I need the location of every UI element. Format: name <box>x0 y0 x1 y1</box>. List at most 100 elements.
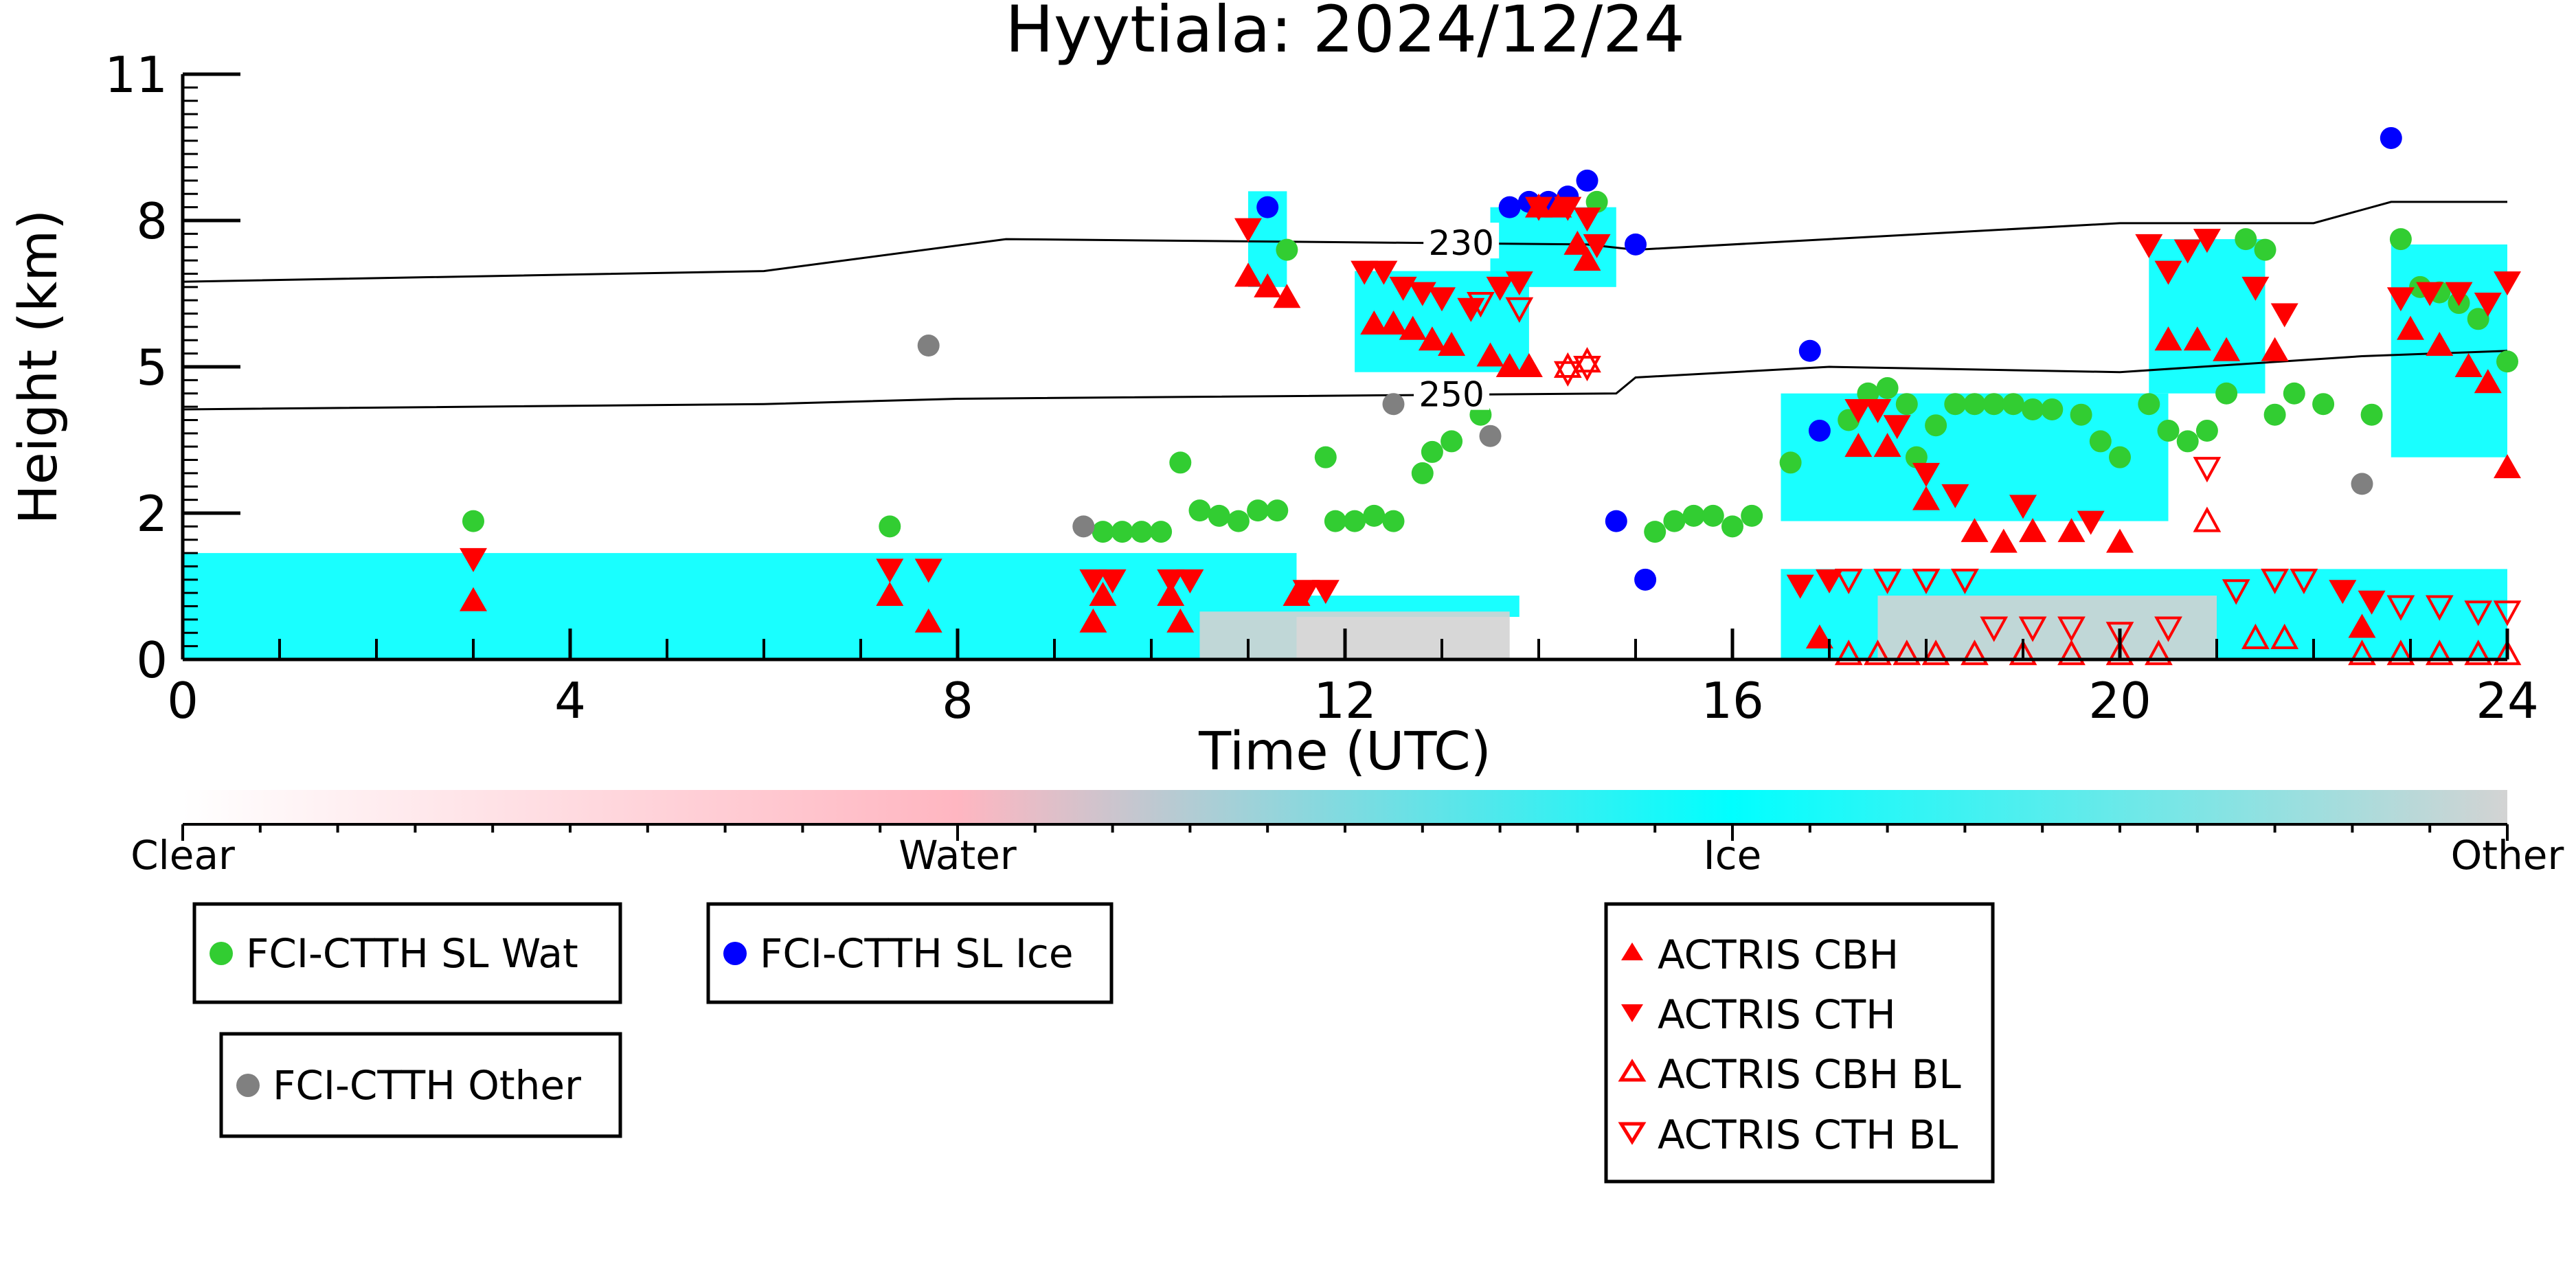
point-actris-cth-bl-0 <box>1467 292 1495 318</box>
point-fci-ctth-sl-wat-16 <box>1363 504 1386 527</box>
point-fci-ctth-sl-wat-8 <box>1208 504 1230 527</box>
point-actris-cbh-15 <box>1438 332 1466 357</box>
legend-marker-triangle-up-open <box>1618 1059 1647 1082</box>
point-fci-ctth-other-0 <box>917 335 940 357</box>
point-actris-cbh-28 <box>1989 528 2018 553</box>
point-fci-ctth-sl-wat-38 <box>1963 393 1986 416</box>
point-actris-cbh-bl-8 <box>2057 640 2086 666</box>
point-actris-cth-9 <box>1311 580 1340 605</box>
point-fci-ctth-sl-wat-11 <box>1266 499 1289 522</box>
legend-fci-other: FCI-CTTH Other <box>219 1032 622 1138</box>
legend-label-cbh: ACTRIS CBH <box>1658 931 1899 978</box>
cloud-region-other-10 <box>1877 596 2217 659</box>
point-actris-cbh-7 <box>1234 262 1262 287</box>
point-fci-ctth-other-3 <box>1479 425 1502 447</box>
point-actris-cbh-40 <box>2474 369 2502 394</box>
point-fci-ctth-sl-ice-1 <box>1498 196 1521 218</box>
point-actris-cbh-bl-5 <box>1921 640 1950 666</box>
legend-marker-triangle-down <box>1621 1004 1643 1022</box>
point-fci-ctth-sl-wat-10 <box>1247 499 1269 522</box>
point-fci-ctth-sl-ice-10 <box>1808 419 1831 442</box>
point-actris-cbh-bl-2 <box>1834 640 1863 666</box>
point-fci-ctth-sl-wat-7 <box>1188 499 1211 522</box>
point-actris-cth-bl-19 <box>2464 600 2493 626</box>
point-fci-ctth-sl-wat-20 <box>1440 430 1463 453</box>
point-actris-cbh-bl-0 <box>1553 352 1582 378</box>
point-fci-ctth-sl-wat-62 <box>2496 350 2518 373</box>
point-fci-ctth-sl-wat-14 <box>1324 510 1346 532</box>
x-axis-label: Time (UTC) <box>1198 721 1491 782</box>
contour-line-250 <box>183 350 2507 411</box>
contour-label-bg <box>1414 374 1490 410</box>
point-actris-cth-bl-13 <box>2193 457 2222 483</box>
point-actris-cth-bl-20 <box>2493 600 2522 626</box>
legend-marker-green-circle <box>210 942 233 965</box>
point-actris-cth-30 <box>2077 510 2105 535</box>
y-axis-label: Height (km) <box>8 210 69 525</box>
point-actris-cbh-bl-13 <box>2270 623 2299 650</box>
point-actris-cbh-33 <box>2183 326 2211 351</box>
point-actris-cth-39 <box>2386 287 2415 312</box>
x-tick-label: 8 <box>942 672 973 730</box>
point-actris-cth-28 <box>1941 484 1969 508</box>
point-fci-ctth-sl-ice-6 <box>1605 510 1627 532</box>
colorbar-label-clear: Clear <box>131 832 235 879</box>
point-actris-cbh-bl-9 <box>2105 640 2134 666</box>
colorbar: Clear Water Ice Other <box>131 790 2564 879</box>
point-actris-cbh-bl-18 <box>2493 640 2522 666</box>
x-tick-label: 20 <box>2088 672 2151 730</box>
point-fci-ctth-sl-ice-5 <box>1576 169 1598 192</box>
point-fci-ctth-sl-wat-41 <box>2022 398 2044 420</box>
point-actris-cbh-5 <box>1157 582 1185 607</box>
point-fci-ctth-sl-wat-42 <box>2041 398 2064 420</box>
point-actris-cbh-37 <box>2397 315 2424 340</box>
point-actris-cth-22 <box>1786 574 1814 599</box>
point-actris-cbh-17 <box>1495 353 1524 377</box>
point-actris-cbh-1 <box>876 582 904 607</box>
cloud-region-ice-0 <box>183 553 1297 659</box>
point-fci-ctth-sl-wat-49 <box>2195 419 2218 442</box>
point-actris-cbh-bl-12 <box>2241 623 2270 650</box>
legend-label-fci-ice: FCI-CTTH SL Ice <box>760 930 1074 977</box>
legend-marker-triangle-up <box>1621 942 1643 960</box>
point-actris-cbh-34 <box>2213 337 2241 361</box>
point-fci-ctth-sl-wat-18 <box>1411 462 1434 484</box>
point-fci-ctth-sl-wat-13 <box>1314 446 1337 468</box>
x-tick-label: 12 <box>1313 672 1377 730</box>
point-actris-cbh-2 <box>914 608 942 633</box>
x-ticks: 0 4 8 12 16 20 24 <box>167 629 2539 730</box>
point-actris-cbh-4 <box>1089 582 1117 607</box>
y-tick-label: 5 <box>136 339 168 396</box>
point-fci-ctth-sl-wat-32 <box>1857 382 1879 405</box>
y-tick-label: 8 <box>136 192 168 250</box>
point-fci-ctth-sl-wat-56 <box>2360 403 2383 426</box>
contour-label-bg <box>1423 223 1500 259</box>
point-actris-cth-27 <box>1912 462 1940 487</box>
point-actris-cbh-41 <box>2494 454 2521 479</box>
point-actris-cbh-bl-1 <box>1573 347 1601 373</box>
legend-marker-gray-circle <box>236 1074 260 1097</box>
point-actris-cth-41 <box>2445 282 2473 306</box>
contour-label-250: 250 <box>1419 375 1484 415</box>
point-actris-cth-bl-2 <box>1553 361 1582 387</box>
point-actris-cbh-0 <box>460 587 487 611</box>
y-ticks: 0 2 5 8 11 <box>104 46 240 689</box>
point-actris-cth-4 <box>1098 569 1127 594</box>
legend-marker-triangle-down-open <box>1618 1122 1647 1145</box>
point-fci-ctth-sl-wat-54 <box>2283 382 2305 405</box>
colorbar-ticks <box>181 824 2509 841</box>
point-fci-ctth-sl-wat-5 <box>1150 521 1173 543</box>
point-fci-ctth-sl-wat-36 <box>1925 414 1947 437</box>
point-actris-cbh-bl-17 <box>2464 640 2493 666</box>
point-actris-cth-2 <box>914 558 942 583</box>
point-actris-cbh-18 <box>1515 353 1543 377</box>
point-fci-ctth-sl-wat-57 <box>2389 228 2412 251</box>
point-fci-ctth-sl-wat-39 <box>1982 393 2005 416</box>
point-actris-cth-3 <box>1079 569 1107 594</box>
point-fci-ctth-sl-wat-27 <box>1702 504 1724 527</box>
colorbar-label-ice: Ice <box>1704 832 1762 879</box>
point-actris-cbh-36 <box>2348 613 2376 638</box>
point-actris-cbh-27 <box>1961 518 1989 543</box>
y-tick-label: 11 <box>104 46 168 104</box>
